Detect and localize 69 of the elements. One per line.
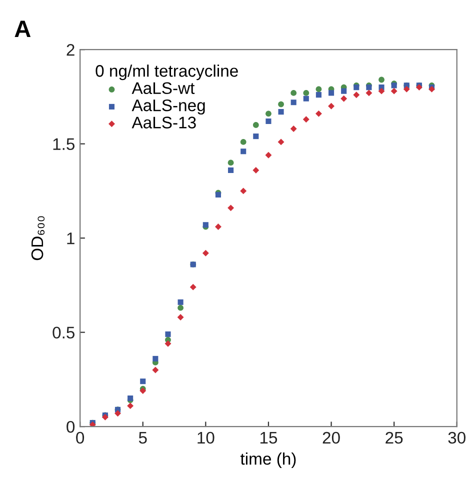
point — [252, 122, 259, 128]
point — [340, 95, 348, 102]
point — [290, 100, 296, 106]
legend-label: AaLS-13 — [132, 116, 196, 128]
point — [228, 204, 234, 212]
point — [403, 86, 410, 92]
x-tick-label: 0 — [76, 432, 84, 444]
point — [278, 138, 284, 146]
point — [278, 101, 284, 108]
point — [253, 134, 259, 140]
point — [316, 92, 322, 98]
point — [302, 116, 310, 123]
legend-label: AaLS-neg — [132, 99, 205, 115]
point — [240, 139, 246, 145]
point — [228, 167, 234, 174]
x-tick-label: 15 — [260, 432, 278, 444]
point — [177, 314, 184, 320]
point — [366, 84, 372, 90]
point — [190, 284, 196, 290]
point — [303, 96, 309, 102]
point — [215, 224, 222, 230]
y-tick-label: 0.5 — [52, 326, 75, 339]
point — [366, 90, 372, 96]
point — [240, 188, 247, 194]
point — [328, 90, 334, 96]
point — [127, 402, 134, 410]
point — [240, 148, 246, 154]
point — [316, 86, 322, 92]
x-tick-label: 20 — [322, 432, 340, 444]
y-tick-label: 1 — [67, 232, 74, 244]
point — [202, 250, 209, 256]
y-tick-label: 0 — [66, 420, 75, 433]
point — [303, 90, 310, 96]
point — [114, 410, 121, 417]
point — [178, 299, 184, 305]
point — [353, 92, 360, 98]
point — [228, 160, 234, 166]
point — [290, 90, 297, 96]
point — [390, 88, 398, 94]
chart-title: A — [14, 20, 31, 37]
point — [265, 152, 272, 158]
y-tick-label: 1.5 — [53, 138, 75, 150]
point — [290, 126, 297, 132]
legend-label: AaLS-wt — [132, 82, 195, 94]
point — [341, 88, 347, 94]
point — [328, 102, 334, 110]
legend-title: 0 ng/ml tetracycline — [96, 64, 238, 80]
point — [416, 84, 422, 91]
x-tick-label: 5 — [138, 432, 147, 444]
y-tick-label: 2 — [66, 44, 74, 56]
point — [152, 356, 158, 362]
x-tick-label: 30 — [448, 432, 466, 444]
point — [315, 110, 322, 117]
x-axis-title: time (h) — [240, 452, 296, 468]
y-axis-title: OD₆₀₀ — [31, 216, 45, 260]
point — [165, 331, 171, 337]
point — [266, 110, 272, 117]
point — [152, 366, 159, 374]
point — [266, 118, 272, 124]
x-tick-label: 25 — [386, 432, 403, 444]
point — [378, 88, 385, 94]
point — [278, 109, 284, 115]
point — [178, 304, 184, 311]
point — [252, 167, 260, 174]
point — [354, 84, 360, 90]
point — [164, 340, 172, 347]
point — [140, 378, 146, 384]
point — [378, 76, 384, 83]
x-tick-label: 10 — [198, 432, 214, 444]
